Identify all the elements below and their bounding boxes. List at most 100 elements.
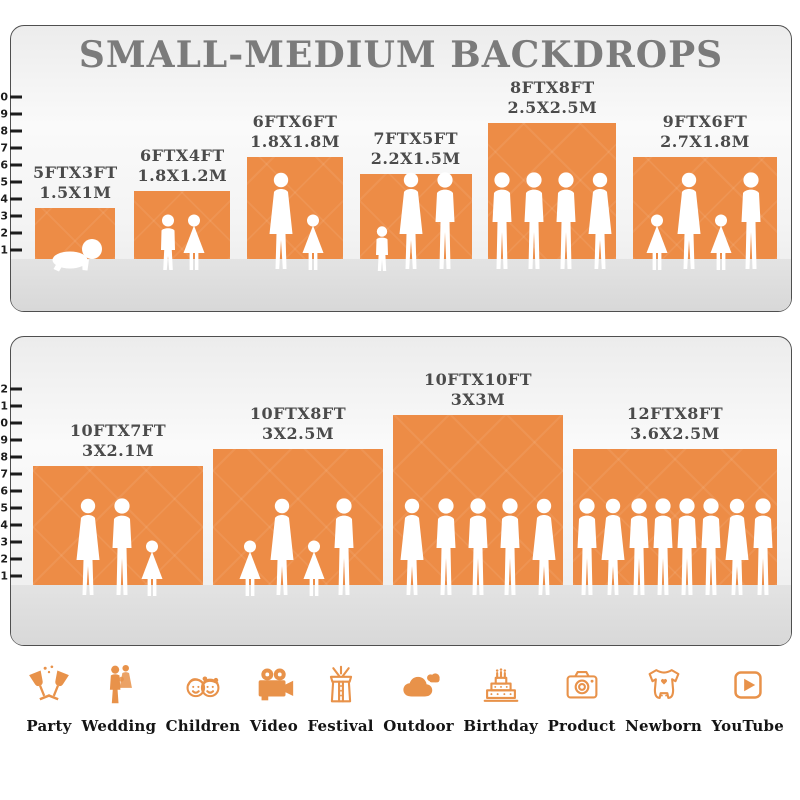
ruler-tick-mark (10, 523, 22, 527)
ruler-tick-number: 1 (0, 243, 8, 257)
category-label: Wedding (81, 717, 157, 735)
backdrop-size-bar: 5FTX3FT 1.5X1M (33, 163, 118, 259)
category-item: Children (166, 662, 241, 735)
ruler-tick-mark (10, 163, 22, 167)
party-icon (26, 662, 72, 708)
category-label: Video (249, 717, 298, 735)
man-silhouette (648, 498, 678, 598)
ruler-tick-mark (10, 472, 22, 476)
ruler-tick-mark (10, 197, 22, 201)
size-meters-label: 2.2X1.5M (370, 149, 461, 168)
size-feet-label: 9FTX6FT (662, 112, 748, 131)
people-silhouettes (360, 172, 472, 272)
ruler-tick-number: 8 (0, 124, 8, 138)
man-silhouette (572, 498, 602, 598)
youtube-icon (725, 662, 771, 708)
ruler-tick-number: 7 (0, 467, 8, 481)
category-item: Video (250, 662, 298, 735)
people-silhouettes (33, 498, 203, 598)
ruler-tick-number: 2 (0, 226, 8, 240)
panel-small-medium: SMALL-MEDIUM BACKDROPS 10 9 8 7 6 5 4 3 2 1 5FTX3… (0, 25, 792, 312)
woman-silhouette (583, 172, 617, 272)
man-silhouette (748, 498, 778, 598)
backdrop-size-label: 8FTX8FT 2.5X2.5M (507, 78, 597, 118)
ruler-tick: 2 (0, 554, 22, 565)
size-meters-label: 3.6X2.5M (630, 424, 720, 443)
ruler-tick-mark (10, 387, 22, 391)
backdrop-rect (213, 449, 383, 585)
backdrop-rect (393, 415, 563, 585)
size-feet-label: 6FTX6FT (252, 112, 338, 131)
ruler-tick-mark (10, 95, 22, 99)
ruler-tick-number: 5 (0, 501, 8, 515)
category-item: Product (548, 662, 616, 735)
ruler-tick-number: 9 (0, 433, 8, 447)
outdoor-icon (396, 662, 442, 708)
ruler-tick: 6 (0, 486, 22, 497)
ruler-tick: 4 (0, 520, 22, 531)
ruler-tick-mark (10, 214, 22, 218)
size-meters-label: 1.5X1M (39, 183, 112, 202)
ruler-tick: 7 (0, 469, 22, 480)
backdrop-size-label: 6FTX6FT 1.8X1.8M (250, 112, 340, 152)
ruler-tick: 5 (0, 503, 22, 514)
ruler-tick-mark (10, 506, 22, 510)
ruler-tick-number: 8 (0, 450, 8, 464)
ruler-tick-number: 7 (0, 141, 8, 155)
ruler-tick-number: 4 (0, 518, 8, 532)
man-silhouette (672, 498, 702, 598)
backdrop-size-label: 7FTX5FT 2.2X1.5M (371, 129, 461, 169)
woman-silhouette (265, 498, 299, 598)
backdrop-rect (33, 466, 203, 585)
product-icon (559, 662, 605, 708)
backdrop-size-bar: 10FTX10FT 3X3M (393, 370, 563, 585)
backdrop-rect (633, 157, 777, 259)
man-silhouette (624, 498, 654, 598)
panel-large: 121110987654321 10FTX7FT3X2.1M10FTX8FT3X… (0, 336, 792, 646)
ruler-tick: 10 (0, 418, 22, 429)
backdrop-size-bar: 12FTX8FT 3.6X2.5M (573, 404, 777, 585)
woman-silhouette (264, 172, 298, 272)
size-meters-label: 2.5X2.5M (507, 98, 598, 117)
ruler-tick-mark (10, 248, 22, 252)
size-feet-label: 6FTX4FT (140, 146, 225, 165)
ruler-tick-number: 3 (0, 209, 8, 223)
woman-silhouette (395, 498, 429, 598)
ruler-tick-number: 5 (0, 175, 8, 189)
ruler-tick-mark (10, 455, 22, 459)
ruler-tick-mark (10, 574, 22, 578)
backdrop-size-label: 6FTX4FT 1.8X1.2M (137, 146, 227, 186)
backdrop-size-label: 5FTX3FT 1.5X1M (33, 163, 118, 203)
category-item: Wedding (82, 662, 157, 735)
man-silhouette (519, 172, 549, 272)
backdrop-size-label: 10FTX8FT 3X2.5M (250, 404, 346, 444)
ruler-tick-mark (10, 489, 22, 493)
people-silhouettes (573, 498, 777, 598)
people-silhouettes (213, 498, 383, 598)
man-silhouette (107, 498, 137, 598)
backdrop-bars: 10FTX7FT 3X2.1M 10FTX8FT 3X2.5M 10FTX10FT 3X3… (33, 370, 777, 585)
people-silhouettes (488, 172, 616, 272)
size-meters-label: 2.7X1.8M (660, 132, 750, 151)
ruler-tick-mark (10, 112, 22, 116)
people-silhouettes (633, 172, 777, 272)
size-feet-label: 5FTX3FT (33, 163, 118, 182)
man-silhouette (430, 172, 460, 272)
ruler-tick-number: 10 (0, 90, 8, 104)
category-label: Festival (307, 717, 374, 735)
backdrop-size-bar: 6FTX4FT 1.8X1.2M (134, 146, 231, 259)
ruler-tick-number: 12 (0, 382, 8, 396)
wedding-icon (96, 662, 142, 708)
backdrop-rect (359, 174, 472, 259)
newborn-icon (641, 662, 687, 708)
size-feet-label: 8FTX8FT (509, 78, 595, 97)
ruler-tick: 11 (0, 401, 22, 412)
woman-silhouette (672, 172, 706, 272)
backdrop-size-bar: 6FTX6FT 1.8X1.8M (247, 112, 344, 259)
ruler-tick: 1 (0, 245, 22, 256)
category-item: Party (26, 662, 72, 735)
backdrop-size-label: 12FTX8FT 3.6X2.5M (627, 404, 723, 444)
ruler-tick: 1 (0, 571, 22, 582)
ruler-tick-number: 1 (0, 569, 8, 583)
size-meters-label: 3X3M (450, 390, 506, 409)
